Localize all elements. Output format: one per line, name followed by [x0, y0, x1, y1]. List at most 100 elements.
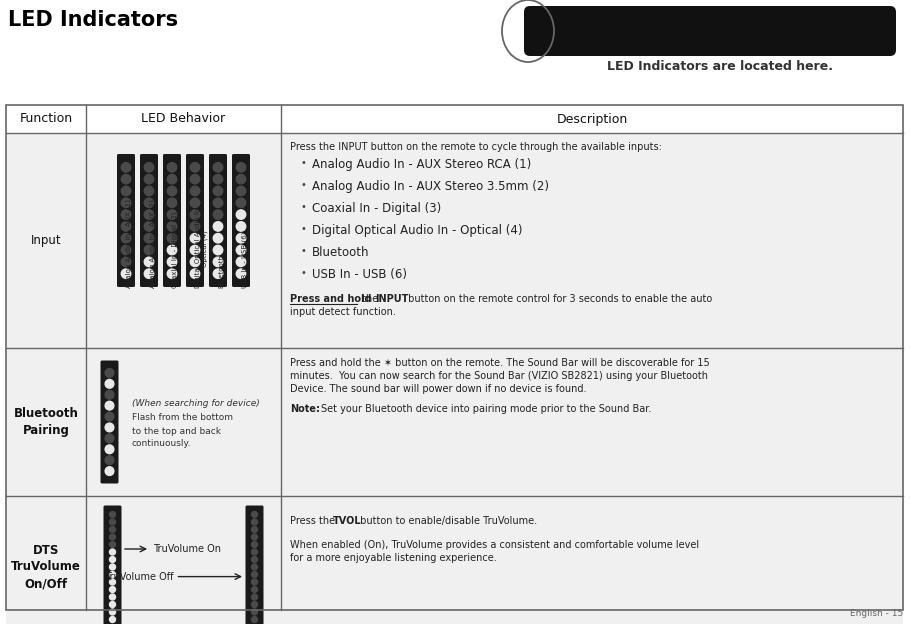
Circle shape	[145, 198, 154, 208]
Text: Digital Optical Audio In
Optical (4): Digital Optical Audio In Optical (4)	[195, 208, 208, 288]
Circle shape	[251, 587, 258, 593]
FancyBboxPatch shape	[232, 154, 250, 287]
Bar	[6, 496, 903, 624]
Text: Input: Input	[31, 234, 61, 247]
Circle shape	[167, 210, 177, 219]
Circle shape	[251, 564, 258, 570]
Text: Press and hold: Press and hold	[290, 294, 371, 304]
Circle shape	[109, 542, 116, 547]
Circle shape	[251, 579, 258, 585]
Circle shape	[213, 198, 223, 208]
Circle shape	[145, 222, 154, 231]
Circle shape	[167, 186, 177, 196]
Text: TVOL: TVOL	[333, 516, 361, 526]
Bar	[6, 105, 903, 133]
Circle shape	[109, 557, 116, 562]
Circle shape	[190, 175, 199, 184]
Circle shape	[106, 412, 114, 421]
FancyBboxPatch shape	[100, 361, 118, 484]
Circle shape	[190, 245, 199, 255]
Text: Press the: Press the	[290, 516, 339, 526]
Text: LED Indicators: LED Indicators	[8, 10, 178, 30]
Circle shape	[237, 233, 246, 243]
Circle shape	[251, 542, 258, 547]
Circle shape	[106, 434, 114, 442]
Circle shape	[109, 564, 116, 570]
Circle shape	[237, 245, 246, 255]
Text: button to enable/disable TruVolume.: button to enable/disable TruVolume.	[357, 516, 537, 526]
FancyBboxPatch shape	[209, 154, 227, 287]
Circle shape	[106, 423, 114, 432]
Circle shape	[213, 186, 223, 196]
Text: •: •	[300, 246, 306, 256]
Circle shape	[121, 175, 131, 184]
Bar	[6, 348, 903, 496]
Circle shape	[106, 456, 114, 464]
Text: the: the	[359, 294, 381, 304]
Text: USB In - USB (6): USB In - USB (6)	[241, 232, 248, 288]
Text: Bluetooth
Pairing: Bluetooth Pairing	[14, 407, 78, 437]
FancyBboxPatch shape	[163, 154, 181, 287]
Text: for a more enjoyable listening experience.: for a more enjoyable listening experienc…	[290, 553, 497, 563]
FancyBboxPatch shape	[117, 154, 135, 287]
FancyBboxPatch shape	[140, 154, 158, 287]
Circle shape	[145, 257, 154, 266]
Circle shape	[145, 186, 154, 196]
Circle shape	[190, 210, 199, 219]
Circle shape	[109, 519, 116, 525]
Circle shape	[167, 163, 177, 172]
Text: (When searching for device): (When searching for device)	[132, 399, 259, 409]
Circle shape	[145, 175, 154, 184]
Circle shape	[237, 175, 246, 184]
Text: LED Indicators are located here.: LED Indicators are located here.	[607, 60, 833, 73]
Circle shape	[213, 269, 223, 278]
Text: •: •	[300, 202, 306, 212]
Circle shape	[145, 245, 154, 255]
Circle shape	[106, 401, 114, 410]
Circle shape	[190, 163, 199, 172]
Circle shape	[213, 163, 223, 172]
Circle shape	[251, 594, 258, 600]
Circle shape	[167, 198, 177, 208]
Text: Description: Description	[556, 112, 628, 125]
Circle shape	[190, 186, 199, 196]
Circle shape	[145, 269, 154, 278]
Circle shape	[213, 245, 223, 255]
Circle shape	[167, 222, 177, 231]
Circle shape	[251, 602, 258, 608]
Text: When enabled (On), TruVolume provides a consistent and comfortable volume level: When enabled (On), TruVolume provides a …	[290, 540, 699, 550]
Text: Press the INPUT button on the remote to cycle through the available inputs:: Press the INPUT button on the remote to …	[290, 142, 662, 152]
Text: continuously.: continuously.	[132, 439, 191, 449]
Text: Bluetooth: Bluetooth	[312, 246, 369, 259]
Circle shape	[251, 512, 258, 517]
Circle shape	[167, 245, 177, 255]
Text: English - 15: English - 15	[850, 609, 903, 618]
Circle shape	[121, 186, 131, 196]
Circle shape	[121, 163, 131, 172]
Circle shape	[106, 369, 114, 378]
Circle shape	[251, 572, 258, 577]
Circle shape	[213, 210, 223, 219]
Circle shape	[121, 222, 131, 231]
Circle shape	[190, 233, 199, 243]
Text: DTS
TruVolume
On/Off: DTS TruVolume On/Off	[11, 544, 81, 590]
Circle shape	[190, 222, 199, 231]
Text: Coaxial In - Digital (3): Coaxial In - Digital (3)	[172, 212, 178, 288]
Circle shape	[145, 163, 154, 172]
FancyBboxPatch shape	[246, 505, 264, 624]
Circle shape	[121, 245, 131, 255]
Circle shape	[106, 391, 114, 399]
Circle shape	[109, 602, 116, 608]
Text: Function: Function	[19, 112, 73, 125]
Text: •: •	[300, 158, 306, 168]
Circle shape	[109, 609, 116, 615]
Circle shape	[190, 257, 199, 266]
Circle shape	[145, 210, 154, 219]
Circle shape	[237, 269, 246, 278]
Bar	[6, 105, 903, 610]
Text: USB In - USB (6): USB In - USB (6)	[312, 268, 407, 281]
Circle shape	[167, 269, 177, 278]
Circle shape	[237, 257, 246, 266]
Text: Flash from the bottom: Flash from the bottom	[132, 414, 233, 422]
Circle shape	[237, 210, 246, 219]
